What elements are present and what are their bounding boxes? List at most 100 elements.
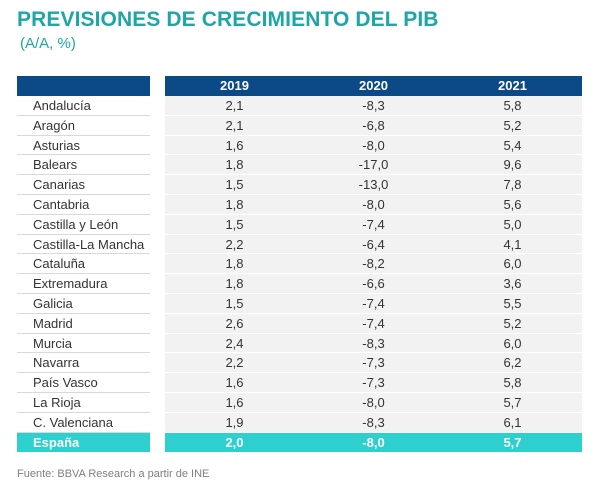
value-2020: -8,3 [362,414,385,430]
value-2021: 7,8 [503,177,522,193]
column-header-2020: 2020 [359,78,388,93]
value-2019: 2,1 [225,98,244,113]
table-row: Cantabria 1,8 -8,0 5,6 [17,194,582,215]
total-row: España 2,0 -8,0 5,7 [17,432,582,453]
value-2020: -7,4 [362,315,385,331]
value-2020: -8,2 [362,256,385,272]
value-2021: 6,0 [503,256,522,272]
region-name: Navarra [17,353,150,374]
region-values: 2,1 -6,8 5,2 [165,115,582,136]
gdp-forecast-table: 2019 2020 2021 Andalucía 2,1 -8,3 5,8 Aragón… [17,76,582,453]
table-row: Castilla-La Mancha 2,2 -6,4 4,1 [17,234,582,255]
value-2021: 5,2 [503,117,522,133]
table-row: Aragón 2,1 -6,8 5,2 [17,115,582,136]
region-name: Murcia [17,334,150,354]
value-2020: -13,0 [358,177,389,193]
value-2019: 2,2 [225,236,244,252]
value-2019: 1,5 [225,295,244,311]
region-values: 2,2 -6,4 4,1 [165,234,582,255]
region-name: Aragón [17,116,150,136]
region-values: 1,8 -8,2 6,0 [165,254,582,275]
value-2021: 9,6 [503,157,522,173]
value-2019: 1,6 [225,394,244,410]
column-header-2019: 2019 [220,78,249,93]
region-name: Castilla-La Mancha [17,235,150,255]
table-row: C. Valenciana 1,9 -8,3 6,1 [17,412,582,433]
region-name: Balears [17,155,150,176]
table-row: Murcia 2,4 -8,3 6,0 [17,333,582,354]
table-row: Canarias 1,5 -13,0 7,8 [17,175,582,195]
region-name: Canarias [17,175,150,195]
region-name: Madrid [17,314,150,334]
region-values: 1,6 -8,0 5,4 [165,135,582,156]
region-name: Galicia [17,294,150,314]
table-row: Extremadura 1,8 -6,6 3,6 [17,274,582,294]
value-2021: 5,4 [503,137,522,153]
page-title: PREVISIONES DE CRECIMIENTO DEL PIB [17,8,439,31]
table-body: Andalucía 2,1 -8,3 5,8 Aragón 2,1 -6,8 5,2 Astur… [17,96,582,433]
value-2020: -7,4 [362,216,385,232]
table-row: Galicia 1,5 -7,4 5,5 [17,293,582,314]
value-2020: -6,4 [362,236,385,252]
header-region-cell [17,76,150,96]
region-name: C. Valenciana [17,413,150,433]
total-value-2019: 2,0 [225,434,244,450]
total-name: España [17,432,150,453]
value-2021: 5,5 [503,295,522,311]
value-2021: 5,6 [503,196,522,212]
column-header-2021: 2021 [498,78,527,93]
region-values: 1,5 -13,0 7,8 [165,175,582,195]
value-2020: -6,6 [362,276,385,292]
table-row: Cataluña 1,8 -8,2 6,0 [17,254,582,275]
region-values: 1,8 -6,6 3,6 [165,274,582,294]
value-2019: 1,8 [225,256,244,272]
value-2019: 2,6 [225,315,244,331]
value-2019: 1,5 [225,177,244,193]
value-2020: -8,0 [362,137,385,153]
region-values: 2,6 -7,4 5,2 [165,313,582,334]
region-values: 1,8 -8,0 5,6 [165,194,582,215]
region-name: Castilla y León [17,215,150,235]
table-row: Andalucía 2,1 -8,3 5,8 [17,96,582,116]
page-subtitle: (A/A, %) [20,35,76,52]
value-2021: 5,8 [503,98,522,113]
region-name: Cataluña [17,254,150,275]
region-values: 1,5 -7,4 5,0 [165,214,582,235]
region-name: Extremadura [17,274,150,294]
table-row: Asturias 1,6 -8,0 5,4 [17,135,582,156]
value-2019: 1,8 [225,157,244,173]
value-2019: 1,6 [225,375,244,391]
value-2021: 6,2 [503,355,522,371]
value-2019: 1,5 [225,216,244,232]
value-2020: -17,0 [358,157,389,173]
value-2021: 4,1 [503,236,522,252]
value-2019: 2,4 [225,335,244,351]
region-values: 1,6 -8,0 5,7 [165,392,582,413]
value-2019: 1,9 [225,414,244,430]
table-row: País Vasco 1,6 -7,3 5,8 [17,373,582,393]
region-values: 1,9 -8,3 6,1 [165,412,582,433]
value-2019: 1,6 [225,137,244,153]
table-header-row: 2019 2020 2021 [17,76,582,96]
value-2020: -8,3 [362,335,385,351]
value-2020: -7,3 [362,375,385,391]
total-value-2021: 5,7 [503,434,522,450]
table-row: La Rioja 1,6 -8,0 5,7 [17,392,582,413]
value-2021: 5,0 [503,216,522,232]
table-row: Madrid 2,6 -7,4 5,2 [17,313,582,334]
value-2021: 6,0 [503,335,522,351]
value-2019: 1,8 [225,196,244,212]
region-name: Cantabria [17,195,150,215]
value-2020: -8,0 [362,394,385,410]
value-2020: -7,3 [362,355,385,371]
value-2020: -8,0 [362,196,385,212]
value-2021: 6,1 [503,414,522,430]
table-row: Navarra 2,2 -7,3 6,2 [17,353,582,374]
region-values: 1,5 -7,4 5,5 [165,293,582,314]
total-values: 2,0 -8,0 5,7 [165,432,582,453]
total-value-2020: -8,0 [362,434,385,450]
value-2020: -7,4 [362,295,385,311]
value-2020: -6,8 [362,117,385,133]
value-2019: 2,2 [225,355,244,371]
value-2021: 5,7 [503,394,522,410]
